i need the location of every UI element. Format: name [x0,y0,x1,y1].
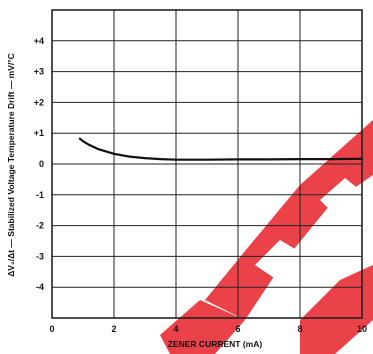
watermark-cutout [255,240,305,282]
watermark-cutout [320,178,360,215]
series [78,137,364,161]
x-tick-label: 2 [111,324,116,334]
x-tick-label: 10 [357,324,367,334]
x-axis-title: ZENER CURRENT (mA) [168,339,263,349]
y-tick-label: -2 [36,221,44,231]
watermark-stripe [160,300,245,354]
y-axis-title: ΔV₂/Δt — Stabilized Voltage Temperature … [6,53,16,277]
y-tick-label: -1 [36,190,44,200]
y-tick-label: -4 [36,282,44,292]
watermark-stripe [205,120,373,320]
y-tick-label: +1 [34,128,44,138]
x-tick-label: 0 [49,324,54,334]
series-line [78,137,364,161]
y-tick-label: +3 [34,67,44,77]
x-tick-label: 6 [235,324,240,334]
ticks: 0 2 4 6 8 10 +4 +3 +2 +1 0 -1 -2 -3 -4 [34,36,367,334]
y-tick-label: +2 [34,97,44,107]
watermark-logo [160,120,373,354]
grid [51,9,363,319]
x-tick-label: 4 [173,324,178,334]
y-tick-label: +4 [34,36,44,46]
x-tick-label: 8 [297,324,302,334]
y-tick-label: 0 [39,159,44,169]
y-tick-label: -3 [36,251,44,261]
